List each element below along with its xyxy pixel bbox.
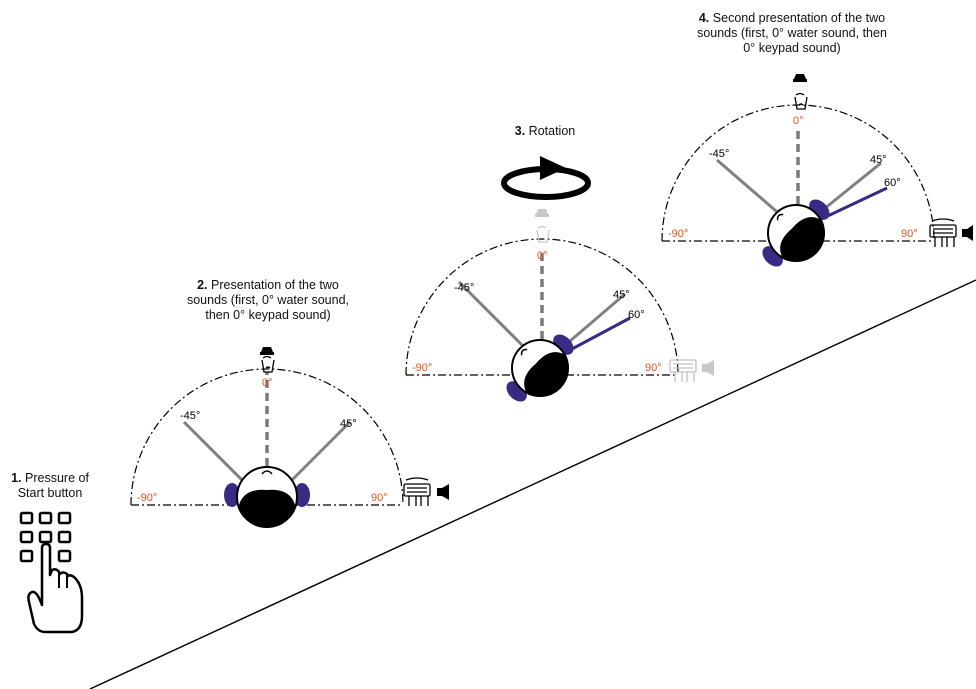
step2-line3: then 0° keypad sound) xyxy=(205,308,331,322)
water-glass-icon xyxy=(261,355,275,373)
water-glass-icon xyxy=(794,92,808,110)
step4-caption: 4. Second presentation of the two sounds… xyxy=(668,11,916,56)
label-plus90: 90° xyxy=(371,492,388,504)
step4-line3: 0° keypad sound) xyxy=(743,41,841,55)
label-minus45: -45° xyxy=(709,148,729,160)
keyboard-icon xyxy=(929,218,957,247)
label-zero: 0° xyxy=(537,250,548,262)
step3-scene: -90° 90° 0° -45° 45° 60° xyxy=(405,156,714,402)
label-minus90: -90° xyxy=(668,228,688,240)
speaker-icon xyxy=(793,74,807,82)
label-zero: 0° xyxy=(793,115,804,127)
hand-icon xyxy=(27,542,84,634)
keypad-icon xyxy=(19,511,72,563)
keyboard-icon-faded xyxy=(669,359,697,382)
step2-caption: 2. Presentation of the two sounds (first… xyxy=(178,278,358,323)
ground-slope-line xyxy=(89,279,976,689)
step2-line2: sounds (first, 0° water sound, xyxy=(186,293,350,307)
step4-scene: -90° 90° 0° -45° 45° 60° xyxy=(661,74,973,267)
label-plus90: 90° xyxy=(645,362,662,374)
step3-caption: 3. Rotation xyxy=(490,124,600,139)
rotation-arrow-icon xyxy=(501,156,591,200)
step2-line1: Presentation of the two xyxy=(211,278,339,292)
speaker-icon-right xyxy=(962,225,973,241)
step4-line1: Second presentation of the two xyxy=(712,11,886,25)
label-plus45: 45° xyxy=(340,418,357,430)
label-plus45: 45° xyxy=(613,289,630,301)
label-plus60: 60° xyxy=(884,177,901,189)
keyboard-icon xyxy=(403,477,431,506)
step1-line1: Pressure of xyxy=(25,471,89,485)
label-minus45: -45° xyxy=(454,282,474,294)
label-minus90: -90° xyxy=(412,362,432,374)
step4-line2: sounds (first, 0° water sound, then xyxy=(697,26,887,40)
head-icon xyxy=(506,334,574,402)
step1-caption: 1. Pressure of Start button xyxy=(2,471,98,501)
label-plus90: 90° xyxy=(901,228,918,240)
label-zero: 0° xyxy=(262,377,273,389)
step2-number: 2. xyxy=(197,278,208,292)
speaker-icon-faded xyxy=(535,209,549,217)
step3-number: 3. xyxy=(514,124,526,138)
label-minus45: -45° xyxy=(180,410,200,422)
speaker-icon xyxy=(260,347,274,355)
label-plus60: 60° xyxy=(628,309,645,321)
step4-number: 4. xyxy=(698,11,710,25)
head-icon xyxy=(224,466,310,528)
label-minus90: -90° xyxy=(137,492,157,504)
head-icon xyxy=(762,199,830,267)
label-plus45: 45° xyxy=(870,154,887,166)
step3-line1: Rotation xyxy=(528,124,576,138)
step2-scene: -90° 90° 0° -45° 45° xyxy=(130,347,449,528)
water-glass-icon-faded xyxy=(536,225,550,243)
step1-line2: Start button xyxy=(17,486,83,500)
speaker-icon-right-faded xyxy=(702,360,714,376)
speaker-icon-right xyxy=(437,484,449,500)
step1-number: 1. xyxy=(11,471,22,485)
